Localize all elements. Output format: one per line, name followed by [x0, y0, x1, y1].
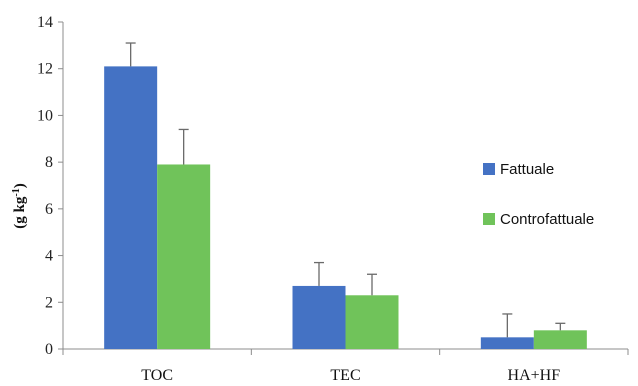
- legend-swatch-fattuale: [483, 163, 495, 175]
- y-axis-label: (g kg-1): [11, 183, 29, 228]
- bar-controfattuale-ha-hf: [533, 330, 587, 349]
- legend: Fattuale Controfattuale: [483, 161, 594, 228]
- labels-layer: 0 2 4 6 8 10 12 14 TOC TEC HA+HF: [37, 14, 560, 384]
- bars-layer: [104, 66, 587, 349]
- legend-label-controfattuale: Controfattuale: [500, 211, 594, 228]
- bar-controfattuale-toc: [157, 164, 211, 349]
- x-category-label: TOC: [141, 367, 173, 384]
- x-category-label: TEC: [330, 367, 360, 384]
- legend-swatch-controfattuale: [483, 213, 495, 225]
- y-tick-label: 2: [45, 294, 53, 311]
- bar-fattuale-ha-hf: [480, 337, 534, 349]
- y-tick-label: 6: [45, 201, 53, 218]
- bar-fattuale-toc: [104, 66, 158, 349]
- bar-fattuale-tec: [292, 285, 346, 349]
- y-tick-label: 10: [37, 107, 53, 124]
- y-tick-label: 12: [37, 61, 53, 78]
- x-category-label: HA+HF: [508, 367, 561, 384]
- bar-controfattuale-tec: [345, 295, 399, 349]
- y-tick-label: 4: [45, 248, 53, 265]
- legend-label-fattuale: Fattuale: [500, 161, 554, 178]
- error-bars-layer: [125, 42, 566, 338]
- y-tick-label: 8: [45, 154, 53, 171]
- y-tick-label: 14: [37, 14, 53, 31]
- y-tick-label: 0: [45, 341, 53, 358]
